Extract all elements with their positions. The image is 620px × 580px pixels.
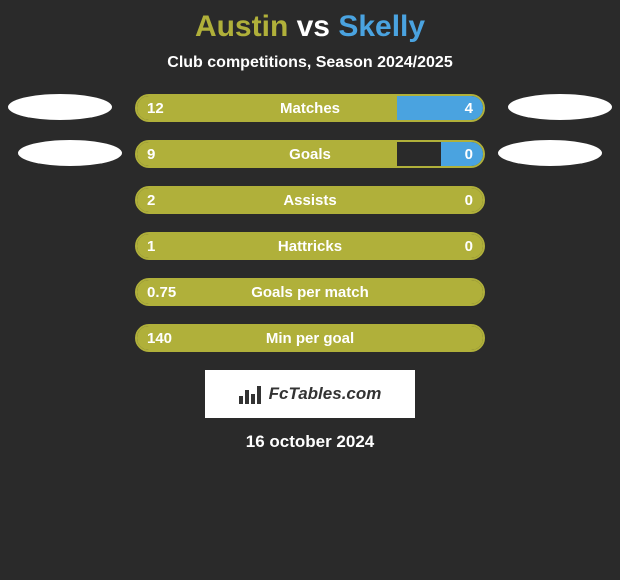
stat-label: Min per goal <box>137 326 483 350</box>
page-title: Austin vs Skelly <box>0 10 620 44</box>
stat-value-right: 0 <box>465 234 473 258</box>
stat-bar-track: 2 Assists 0 <box>135 186 485 214</box>
stat-row: 9 Goals 0 <box>0 140 620 168</box>
stats-section: 12 Matches 4 9 Goals 0 2 Assists 0 <box>0 94 620 352</box>
stat-label: Hattricks <box>137 234 483 258</box>
stat-bar-track: 9 Goals 0 <box>135 140 485 168</box>
stat-label: Goals <box>137 142 483 166</box>
brand-card: FcTables.com <box>205 370 415 418</box>
stat-bar-track: 0.75 Goals per match <box>135 278 485 306</box>
bar-chart-icon <box>239 384 263 404</box>
stat-label: Assists <box>137 188 483 212</box>
stat-row: 12 Matches 4 <box>0 94 620 122</box>
footer-date: 16 october 2024 <box>0 432 620 452</box>
stat-row: 1 Hattricks 0 <box>0 232 620 260</box>
title-player1: Austin <box>195 10 288 43</box>
brand-text: FcTables.com <box>269 384 382 404</box>
comparison-card: Austin vs Skelly Club competitions, Seas… <box>0 0 620 580</box>
stat-value-right: 4 <box>465 96 473 120</box>
stat-bar-track: 12 Matches 4 <box>135 94 485 122</box>
stat-bar-track: 140 Min per goal <box>135 324 485 352</box>
stat-value-right: 0 <box>465 142 473 166</box>
stat-value-right: 0 <box>465 188 473 212</box>
stat-label: Goals per match <box>137 280 483 304</box>
stat-row: 2 Assists 0 <box>0 186 620 214</box>
subtitle: Club competitions, Season 2024/2025 <box>0 54 620 72</box>
stat-row: 0.75 Goals per match <box>0 278 620 306</box>
title-vs: vs <box>297 10 330 43</box>
stat-bar-track: 1 Hattricks 0 <box>135 232 485 260</box>
stat-row: 140 Min per goal <box>0 324 620 352</box>
stat-label: Matches <box>137 96 483 120</box>
title-player2: Skelly <box>338 10 425 43</box>
